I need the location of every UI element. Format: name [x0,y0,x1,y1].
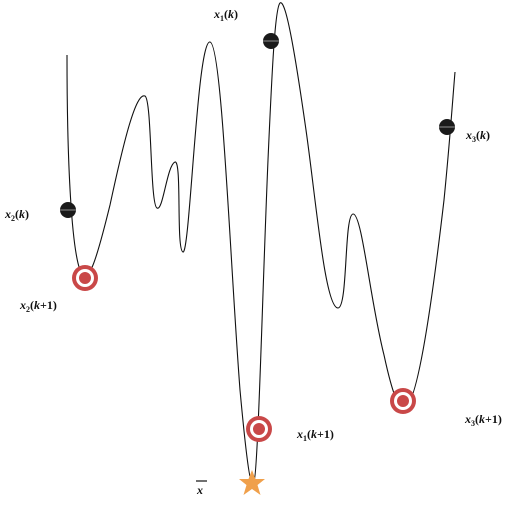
label-x-bar: x [196,480,207,497]
sphere-band [60,209,76,211]
label-x3-k: x3(k) [465,128,490,144]
black-sphere-icon [60,33,455,218]
label-x3-k1: x3(k+1) [464,412,502,428]
objective-curve [66,2,456,486]
sphere-band [439,126,455,128]
label-x1-k1: x1(k+1) [296,427,334,443]
label-x1-k: x1(k) [213,7,238,23]
label-x2-k1: x2(k+1) [19,298,57,314]
next-point-x1 [246,416,272,442]
label-x2-k: x2(k) [4,207,29,223]
svg-text:x: x [196,483,203,497]
next-point-x2 [72,265,98,291]
sphere-band [263,40,279,42]
star-icon [239,470,265,495]
target-ring-icon [72,265,416,442]
next-point-x3 [390,388,416,414]
